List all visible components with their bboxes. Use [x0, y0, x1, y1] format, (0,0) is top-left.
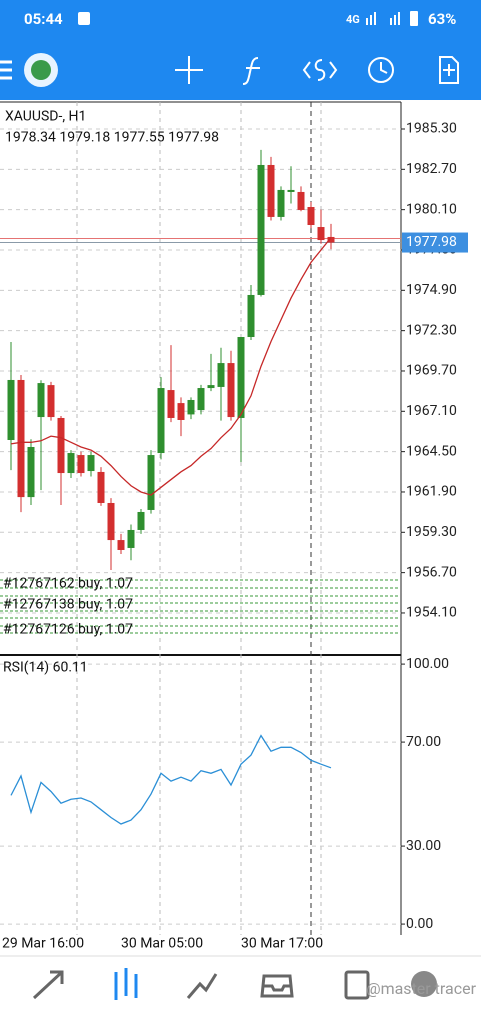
order-label: #12767138 buy, 1.07: [3, 597, 133, 613]
y-tick-label: 100.00: [406, 656, 449, 672]
status-network: 4G: [346, 13, 360, 26]
current-price-box: [402, 232, 468, 253]
candle-body: [117, 540, 125, 550]
symbol-label: XAUUSD-, H1: [5, 109, 86, 125]
menu-icon[interactable]: [0, 60, 12, 80]
order-lines: [0, 579, 398, 634]
y-tick-label: 70.00: [406, 734, 441, 750]
candle-body: [277, 189, 285, 217]
y-tick-label: 1969.70: [406, 363, 457, 379]
y-tick-label: 1964.50: [406, 443, 457, 459]
y-tick-label: 1982.70: [406, 161, 457, 177]
candle-body: [177, 403, 185, 420]
candle-body: [47, 385, 55, 418]
y-tick-label: 1972.30: [406, 322, 457, 338]
rsi-label: RSI(14) 60.11: [3, 660, 88, 676]
candle-body: [317, 227, 325, 241]
candle-body: [87, 455, 95, 472]
candle-body: [217, 363, 225, 387]
candle-body: [127, 529, 135, 548]
order-label: #12767162 buy, 1.07: [3, 576, 133, 592]
y-tick-label: 1956.70: [406, 564, 457, 580]
y-tick-label: 1974.90: [406, 282, 457, 298]
y-tick-label: 0.00: [406, 916, 433, 932]
candle-body: [227, 363, 235, 418]
order-label: #12767126 buy, 1.07: [3, 622, 133, 638]
candle-body: [287, 189, 295, 192]
candle-body: [207, 385, 215, 389]
candle-body: [57, 417, 65, 474]
candle-body: [247, 294, 255, 338]
y-tick-label: 1980.10: [406, 201, 457, 217]
candle-body: [167, 390, 175, 418]
y-tick-label: 1985.30: [406, 121, 457, 137]
rsi-line: [10, 734, 332, 825]
candle-body: [17, 379, 25, 498]
y-tick-label: 30.00: [406, 838, 441, 854]
status-battery: 63%: [428, 10, 456, 28]
plot: [0, 149, 401, 825]
ohlc-label: 1978.34 1979.18 1977.55 1977.98: [5, 130, 219, 146]
grid: [0, 128, 405, 925]
candle-body: [67, 453, 75, 474]
x-axis-label: 30 Mar 17:00: [241, 936, 323, 952]
app-logo-inner: [31, 60, 51, 80]
y-tick-label: 1954.10: [406, 605, 457, 621]
y-tick-label: 1967.10: [406, 403, 457, 419]
x-axis-label: 29 Mar 16:00: [2, 936, 84, 952]
candle-body: [307, 207, 315, 226]
candle-body: [197, 388, 205, 411]
x-axis-label: 30 Mar 05:00: [121, 936, 203, 952]
candle-body: [97, 471, 105, 503]
candle-body: [187, 399, 195, 415]
candle-body: [157, 388, 165, 454]
facebook-icon: [78, 12, 90, 25]
candle-body: [7, 379, 15, 441]
candle-body: [257, 164, 265, 295]
candle-body: [107, 502, 115, 541]
watermark: @master tracer: [366, 979, 476, 998]
candle-body: [27, 446, 35, 498]
signal-icons: [366, 11, 418, 26]
candle-body: [37, 383, 45, 418]
candle-body: [137, 511, 145, 530]
toolbar-icons[interactable]: [175, 56, 459, 85]
moving-average: [10, 237, 332, 496]
candle-body: [297, 191, 305, 210]
bottom-nav[interactable]: [32, 968, 437, 1000]
candle-body: [267, 164, 275, 217]
current-price-label: 1977.98: [406, 234, 457, 250]
candle-body: [237, 337, 245, 418]
candle-body: [147, 455, 155, 510]
y-tick-label: 1961.90: [406, 484, 457, 500]
candle-body: [77, 455, 85, 474]
top-bar: [0, 0, 481, 100]
y-tick-label: 1959.30: [406, 524, 457, 540]
status-time: 05:44: [24, 10, 63, 28]
candle-body: [327, 236, 335, 243]
